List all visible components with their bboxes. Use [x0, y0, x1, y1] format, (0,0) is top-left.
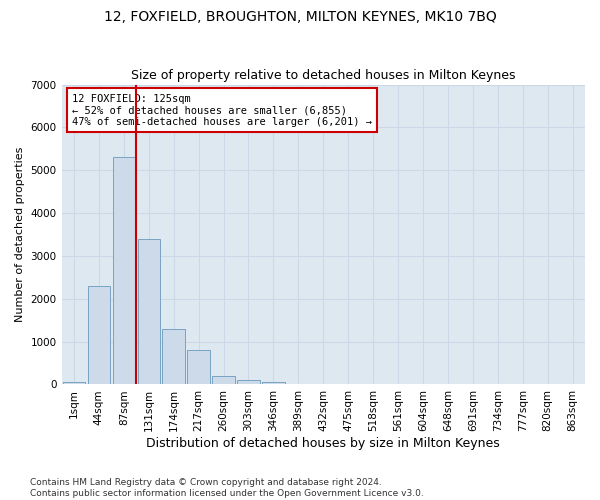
Bar [63, 382, 85, 384]
Bar [163, 329, 185, 384]
Title: Size of property relative to detached houses in Milton Keynes: Size of property relative to detached ho… [131, 69, 515, 82]
Bar [113, 158, 135, 384]
Bar [187, 350, 210, 384]
Bar [88, 286, 110, 384]
Text: 12 FOXFIELD: 125sqm
← 52% of detached houses are smaller (6,855)
47% of semi-det: 12 FOXFIELD: 125sqm ← 52% of detached ho… [72, 94, 372, 127]
Bar [137, 239, 160, 384]
Text: Contains HM Land Registry data © Crown copyright and database right 2024.
Contai: Contains HM Land Registry data © Crown c… [30, 478, 424, 498]
Bar [237, 380, 260, 384]
Bar [262, 382, 284, 384]
X-axis label: Distribution of detached houses by size in Milton Keynes: Distribution of detached houses by size … [146, 437, 500, 450]
Y-axis label: Number of detached properties: Number of detached properties [15, 147, 25, 322]
Bar [212, 376, 235, 384]
Text: 12, FOXFIELD, BROUGHTON, MILTON KEYNES, MK10 7BQ: 12, FOXFIELD, BROUGHTON, MILTON KEYNES, … [104, 10, 496, 24]
